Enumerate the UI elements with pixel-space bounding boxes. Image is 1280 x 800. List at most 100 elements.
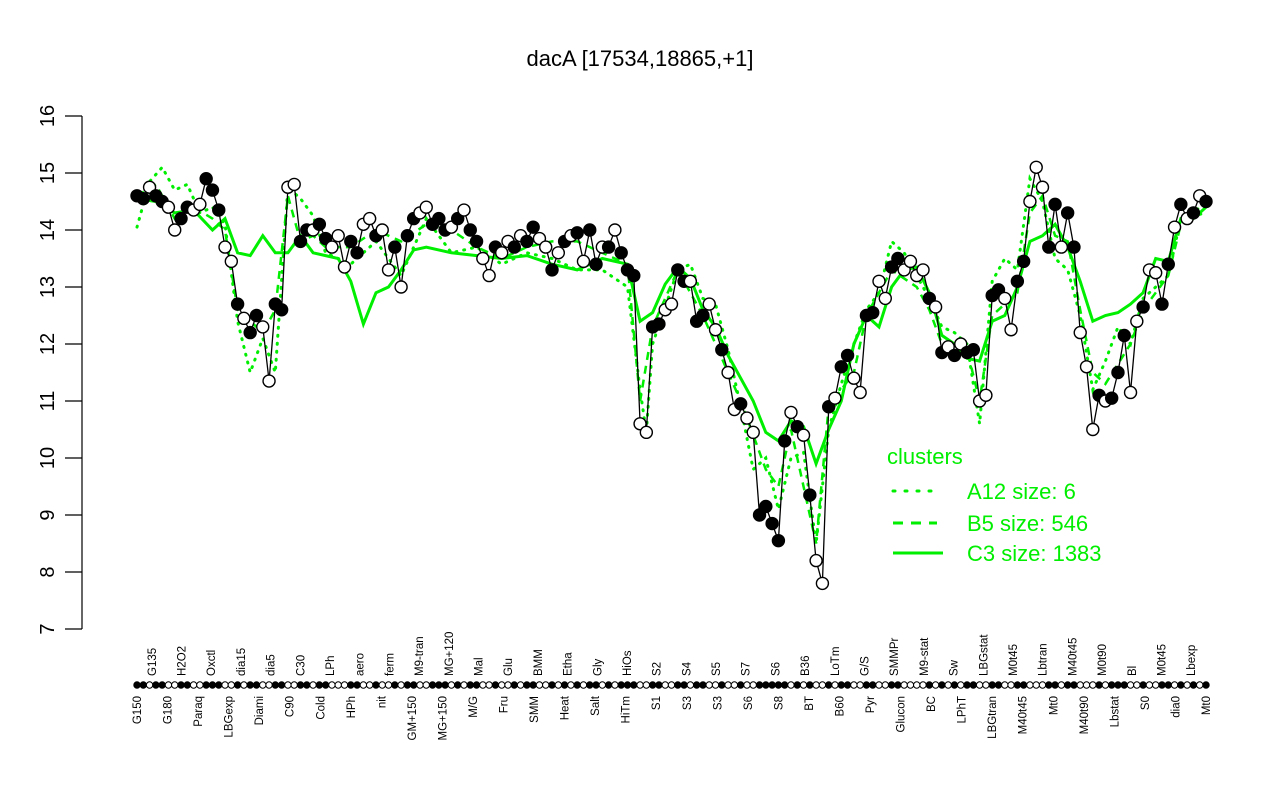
x-rug-mark	[422, 681, 430, 689]
x-tick-label: S2	[652, 662, 664, 676]
x-rug-mark	[1019, 681, 1028, 689]
x-rug-mark	[485, 681, 493, 689]
data-point	[520, 234, 534, 249]
x-tick-label: S5	[711, 662, 723, 676]
x-rug-mark	[271, 681, 280, 689]
x-tick-label: Fru	[499, 696, 511, 713]
x-tick-label: LBGtran	[987, 696, 999, 739]
x-rug-mark	[975, 681, 984, 689]
data-point	[803, 488, 817, 502]
x-rug-mark	[1101, 681, 1110, 689]
data-point	[809, 553, 823, 568]
data-point	[1123, 385, 1138, 400]
x-rug-mark	[686, 681, 695, 689]
x-rug-mark	[233, 681, 242, 689]
x-rug-mark	[762, 681, 770, 689]
x-tick-label: M0t90	[1097, 644, 1109, 676]
x-tick-label: Sw	[949, 659, 961, 676]
data-point	[998, 291, 1012, 306]
data-point	[721, 365, 735, 380]
data-point	[1042, 240, 1056, 254]
x-rug-mark	[655, 681, 663, 689]
x-rug-mark	[969, 681, 978, 689]
x-rug-mark	[755, 681, 764, 689]
x-rug-mark	[315, 681, 324, 689]
data-point	[903, 254, 918, 269]
x-rug-mark	[164, 681, 173, 689]
data-point	[205, 183, 220, 197]
x-rug-mark	[793, 681, 801, 689]
data-point	[243, 325, 257, 340]
x-rug-mark	[523, 681, 531, 689]
x-tick-label: B36	[800, 656, 812, 676]
x-tick-label: M40t45	[1018, 696, 1030, 734]
data-point	[545, 263, 559, 277]
x-tick-label: S4	[681, 661, 693, 676]
x-rug-mark	[598, 681, 607, 689]
x-rug-mark	[428, 681, 437, 689]
data-point	[469, 234, 484, 249]
data-point	[1079, 360, 1094, 374]
x-rug-mark	[768, 681, 776, 689]
y-tick-label: 10	[37, 447, 59, 469]
x-rug-mark	[799, 681, 808, 689]
x-rug-mark	[265, 681, 273, 689]
data-point	[432, 211, 446, 226]
x-tick-label: aero	[355, 653, 367, 676]
x-rug-mark	[667, 681, 676, 689]
data-point	[287, 177, 301, 192]
y-tick-label: 9	[37, 509, 59, 520]
x-rug-mark	[133, 681, 141, 689]
data-point	[526, 220, 540, 234]
x-tick-label: M0t45	[1008, 644, 1020, 676]
x-rug-mark	[454, 681, 462, 689]
data-point	[312, 217, 327, 232]
x-rug-mark	[699, 681, 707, 689]
x-rug-mark	[1114, 681, 1122, 689]
y-tick-label: 7	[37, 623, 59, 634]
x-tick-label: nit	[376, 695, 388, 708]
x-rug-mark	[284, 681, 292, 689]
data-point	[293, 234, 308, 249]
x-rug-mark	[812, 681, 820, 689]
x-tick-label: BT	[804, 696, 816, 711]
x-rug-mark	[535, 681, 544, 689]
x-rug-mark	[208, 681, 217, 689]
x-rug-mark	[303, 681, 311, 689]
data-point	[664, 297, 679, 311]
data-point	[1048, 197, 1062, 212]
x-tick-label: S8	[773, 696, 785, 710]
data-point	[608, 223, 622, 237]
x-rug-mark	[1001, 681, 1009, 689]
x-tick-label: dia0	[1170, 696, 1182, 718]
x-rug-mark	[359, 681, 368, 689]
x-axis: G150 G180 Paraq LBGexp Diami C90 Cold HPh nit GM+…	[132, 632, 1213, 741]
data-point	[161, 200, 176, 214]
x-tick-label: HiTm	[621, 696, 633, 723]
x-tick-label: ferm	[384, 653, 396, 676]
x-rug-mark	[1026, 681, 1034, 689]
x-rug-mark	[391, 681, 399, 689]
data-point	[853, 385, 867, 400]
x-rug-mark	[774, 681, 783, 689]
x-rug-mark	[397, 681, 405, 689]
x-rug-mark	[856, 681, 864, 689]
x-tick-label: LoTm	[830, 647, 842, 676]
data-point	[1186, 206, 1201, 220]
x-rug-mark	[850, 681, 858, 689]
x-rug-mark	[931, 681, 940, 689]
x-rug-mark	[869, 681, 877, 689]
x-rug-mark	[510, 681, 518, 689]
data-point	[570, 226, 584, 240]
x-rug-mark	[724, 681, 732, 689]
data-point	[796, 428, 811, 442]
x-rug-mark	[1151, 681, 1160, 689]
x-rug-mark	[705, 681, 713, 689]
x-rug-mark	[554, 681, 563, 689]
x-tick-label: B60	[834, 696, 846, 716]
x-rug-mark	[1038, 681, 1047, 689]
x-rug-mark	[636, 681, 644, 689]
x-rug-mark	[1032, 681, 1040, 689]
x-tick-label: S6	[743, 696, 755, 710]
x-tick-label: M9-tran	[414, 636, 426, 676]
